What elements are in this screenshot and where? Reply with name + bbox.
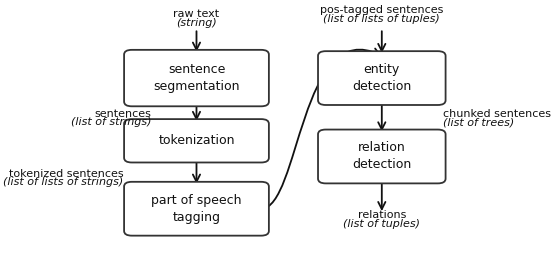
FancyBboxPatch shape bbox=[124, 119, 269, 162]
Text: chunked sentences: chunked sentences bbox=[443, 109, 551, 119]
Text: raw text: raw text bbox=[173, 9, 219, 19]
Text: pos-tagged sentences: pos-tagged sentences bbox=[320, 5, 444, 15]
FancyBboxPatch shape bbox=[318, 51, 445, 105]
Text: (list of lists of strings): (list of lists of strings) bbox=[3, 177, 123, 187]
FancyArrowPatch shape bbox=[261, 48, 380, 209]
Text: sentence
segmentation: sentence segmentation bbox=[153, 63, 240, 93]
Text: (list of trees): (list of trees) bbox=[443, 117, 514, 127]
FancyBboxPatch shape bbox=[124, 182, 269, 236]
Text: relation
detection: relation detection bbox=[352, 141, 412, 171]
Text: sentences: sentences bbox=[94, 109, 151, 119]
Text: relations: relations bbox=[358, 210, 406, 221]
Text: part of speech
tagging: part of speech tagging bbox=[151, 194, 242, 224]
Text: (list of strings): (list of strings) bbox=[71, 117, 151, 127]
Text: (list of tuples): (list of tuples) bbox=[343, 219, 420, 229]
FancyBboxPatch shape bbox=[318, 130, 445, 183]
Text: entity
detection: entity detection bbox=[352, 63, 412, 93]
Text: (list of lists of tuples): (list of lists of tuples) bbox=[324, 14, 440, 24]
Text: (string): (string) bbox=[176, 18, 217, 29]
Text: tokenized sentences: tokenized sentences bbox=[9, 169, 123, 179]
Text: tokenization: tokenization bbox=[158, 134, 235, 147]
FancyBboxPatch shape bbox=[124, 50, 269, 106]
